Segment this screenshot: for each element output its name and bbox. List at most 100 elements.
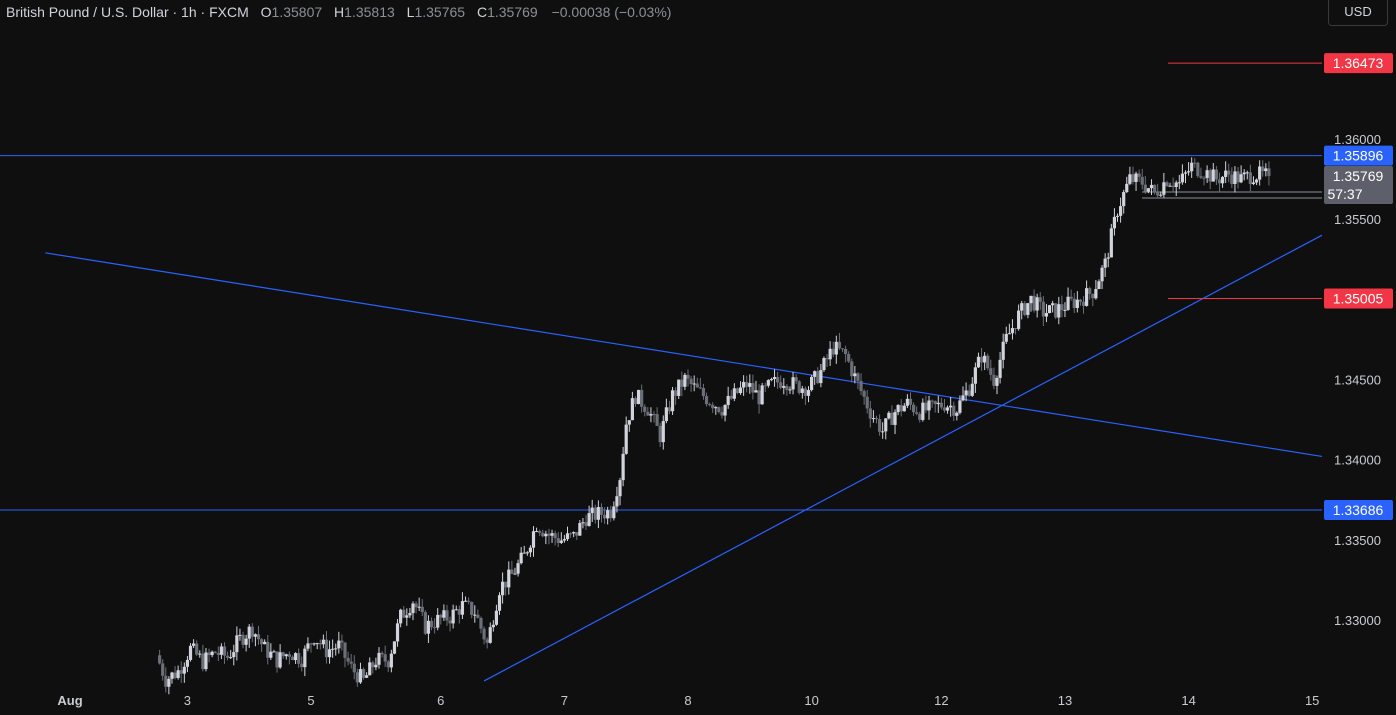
candle-body: [704, 396, 709, 405]
candle-body: [655, 414, 659, 426]
candle-body: [349, 661, 353, 664]
candle-body: [1186, 171, 1191, 173]
candle-body: [1245, 172, 1249, 174]
candle-body: [173, 672, 177, 678]
candle-body: [769, 379, 774, 381]
candle-body: [927, 400, 931, 411]
candle-body: [436, 614, 440, 628]
low-label: L: [406, 4, 415, 20]
candle-body: [646, 411, 650, 416]
candle-body: [331, 648, 335, 650]
candle-body: [711, 404, 715, 409]
trendline-descending: [45, 252, 1323, 458]
current-price-badge: [1324, 166, 1393, 205]
candle-body: [556, 538, 560, 543]
candle-body: [380, 652, 384, 655]
candle-body: [1196, 162, 1200, 177]
candle-body: [1171, 185, 1175, 188]
candle-body: [238, 634, 242, 636]
candle-body: [399, 609, 403, 624]
candle-body: [562, 539, 566, 541]
x-tick-label: 10: [804, 693, 818, 708]
candle-body: [983, 355, 987, 363]
candle-body: [763, 385, 767, 387]
candle-body: [216, 652, 220, 655]
candle-body: [516, 563, 520, 574]
candle-body: [877, 419, 882, 432]
candle-body: [259, 639, 264, 645]
candle-body: [281, 652, 285, 657]
candle-body: [1248, 172, 1252, 185]
candle-body: [473, 614, 477, 616]
candle-body: [1041, 301, 1045, 317]
candle-body: [581, 522, 585, 524]
candle-body: [1023, 303, 1027, 315]
candle-body: [800, 388, 804, 393]
candle-body: [745, 382, 749, 387]
candle-body: [225, 655, 230, 658]
candle-body: [327, 649, 332, 658]
candle-body: [454, 609, 458, 611]
candle-body: [1007, 333, 1011, 335]
candle-body: [1081, 301, 1086, 306]
candle-body: [1106, 257, 1110, 259]
candle-body: [924, 402, 928, 411]
candle-body: [973, 367, 977, 384]
candle-body: [868, 408, 872, 419]
candle-body: [1085, 288, 1089, 306]
candle-body: [791, 377, 795, 390]
candle-body: [179, 670, 183, 674]
candle-body: [1143, 184, 1147, 192]
candle-body: [470, 601, 474, 615]
candle-body: [606, 510, 610, 519]
candle-body: [504, 581, 508, 588]
candle-body: [677, 379, 681, 396]
x-tick-label: 12: [934, 693, 948, 708]
open-label: O: [260, 4, 272, 20]
candle-body: [1190, 162, 1194, 172]
candle-body: [952, 405, 956, 416]
candle-body: [624, 424, 628, 454]
candle-body: [961, 395, 965, 401]
candle-body: [507, 569, 511, 588]
candle-body: [871, 418, 875, 420]
candle-body: [915, 412, 919, 414]
candle-body: [1122, 192, 1126, 207]
candle-body: [853, 373, 857, 377]
candle-body: [553, 533, 557, 539]
candle-body: [1217, 179, 1222, 184]
candle-body: [1032, 295, 1036, 311]
candle-body: [779, 382, 783, 388]
candle-body: [383, 654, 387, 662]
y-tick-label: 1.34000: [1334, 453, 1381, 468]
candle-body: [1109, 228, 1113, 258]
candle-body: [661, 421, 665, 443]
candle-body: [247, 626, 251, 639]
candle-body: [896, 405, 900, 413]
y-tick-label: 1.35500: [1334, 212, 1381, 227]
candle-body: [1060, 304, 1064, 310]
candle-body: [847, 354, 851, 362]
candle-body: [488, 627, 492, 643]
x-tick-label: 6: [437, 693, 444, 708]
candle-body: [1054, 303, 1058, 318]
currency-button[interactable]: USD: [1328, 0, 1388, 26]
candle-body: [565, 533, 570, 540]
candle-body: [269, 651, 273, 658]
candle-body: [856, 373, 860, 381]
candle-body: [692, 383, 696, 385]
candle-body: [198, 653, 202, 655]
candle-body: [772, 377, 777, 380]
candle-body: [1239, 174, 1243, 183]
candle-body: [1193, 162, 1197, 164]
candle-body: [949, 405, 953, 408]
candle-body: [195, 643, 199, 655]
candle-body: [738, 387, 743, 394]
candle-body: [445, 610, 449, 621]
candle-body: [395, 623, 400, 642]
candle-body: [572, 532, 576, 534]
candle-body: [890, 412, 894, 425]
candle-body: [559, 540, 563, 543]
candle-body: [389, 653, 393, 668]
